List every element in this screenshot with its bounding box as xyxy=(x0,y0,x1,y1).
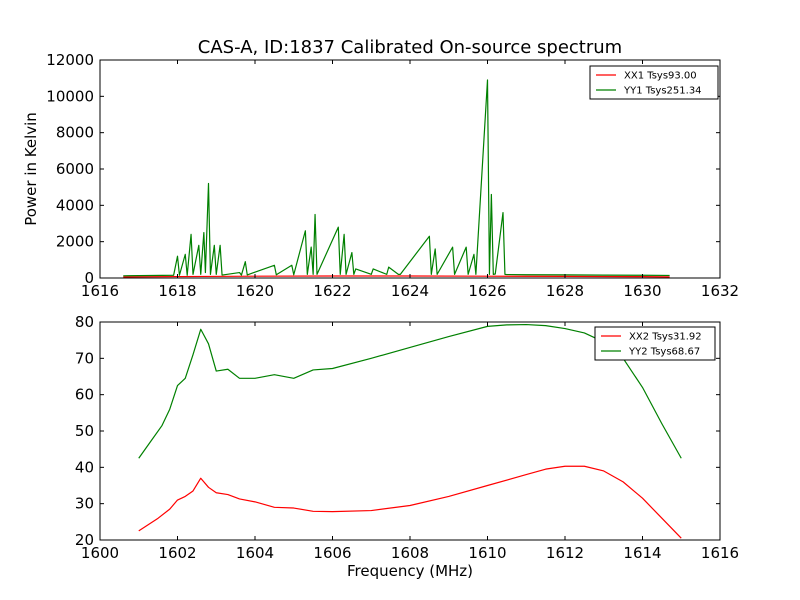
x-tick-label: 1608 xyxy=(391,544,429,562)
x-tick-label: 1628 xyxy=(546,282,584,300)
y-tick-label: 6000 xyxy=(56,160,94,178)
legend-box xyxy=(589,65,719,100)
legend-box xyxy=(594,326,716,361)
x-tick-label: 1614 xyxy=(623,544,661,562)
y-tick-label: 30 xyxy=(75,495,94,513)
y-tick-label: 0 xyxy=(84,269,94,287)
y-tick-label: 40 xyxy=(75,458,94,476)
x-tick-label: 1630 xyxy=(623,282,661,300)
y-tick-label: 4000 xyxy=(56,196,94,214)
x-tick-label: 1622 xyxy=(313,282,351,300)
x-tick-label: 1626 xyxy=(468,282,506,300)
x-tick-label: 1604 xyxy=(236,544,274,562)
y-tick-label: 10000 xyxy=(46,87,94,105)
figure-title: CAS-A, ID:1837 Calibrated On-source spec… xyxy=(198,37,622,58)
y-tick-label: 70 xyxy=(75,349,94,367)
legend: XX1 Tsys93.00 YY1 Tsys251.34 xyxy=(589,65,719,100)
x-tick-label: 1610 xyxy=(468,544,506,562)
x-tick-label: 1620 xyxy=(236,282,274,300)
x-tick-label: 1632 xyxy=(701,282,739,300)
legend-label: YY1 Tsys251.34 xyxy=(623,86,702,97)
bottom-spectrum-chart: 1600 1602 1604 1606 1608 1610 1612 1614 1616 20 30… xyxy=(75,313,739,580)
x-tick-label: 1624 xyxy=(391,282,429,300)
y-axis-label: Power in Kelvin xyxy=(22,112,40,226)
top-spectrum-chart: 1616 1618 1620 1622 1624 1626 1628 1630 1632 0 200… xyxy=(22,51,739,300)
x-tick-label: 1616 xyxy=(701,544,739,562)
x-tick-label: 1600 xyxy=(81,544,119,562)
y-tick-label: 12000 xyxy=(46,51,94,69)
x-tick-label: 1612 xyxy=(546,544,584,562)
x-tick-label: 1616 xyxy=(81,282,119,300)
series-line-yy2 xyxy=(138,323,682,459)
x-tick-label: 1602 xyxy=(158,544,196,562)
series-line-xx2 xyxy=(138,465,682,539)
y-tick-label: 80 xyxy=(75,313,94,331)
y-tick-label: 50 xyxy=(75,422,94,440)
legend: XX2 Tsys31.92 YY2 Tsys68.67 xyxy=(594,326,716,361)
y-tick-label: 8000 xyxy=(56,124,94,142)
legend-label: XX2 Tsys31.92 xyxy=(629,332,702,343)
series-line-yy1 xyxy=(123,79,670,277)
x-tick-label: 1618 xyxy=(158,282,196,300)
y-tick-label: 2000 xyxy=(56,233,94,251)
y-tick-label: 20 xyxy=(75,531,94,549)
x-tick-label: 1606 xyxy=(313,544,351,562)
legend-label: XX1 Tsys93.00 xyxy=(624,71,697,82)
y-tick-label: 60 xyxy=(75,386,94,404)
x-axis-label: Frequency (MHz) xyxy=(347,562,473,580)
legend-label: YY2 Tsys68.67 xyxy=(628,347,700,358)
